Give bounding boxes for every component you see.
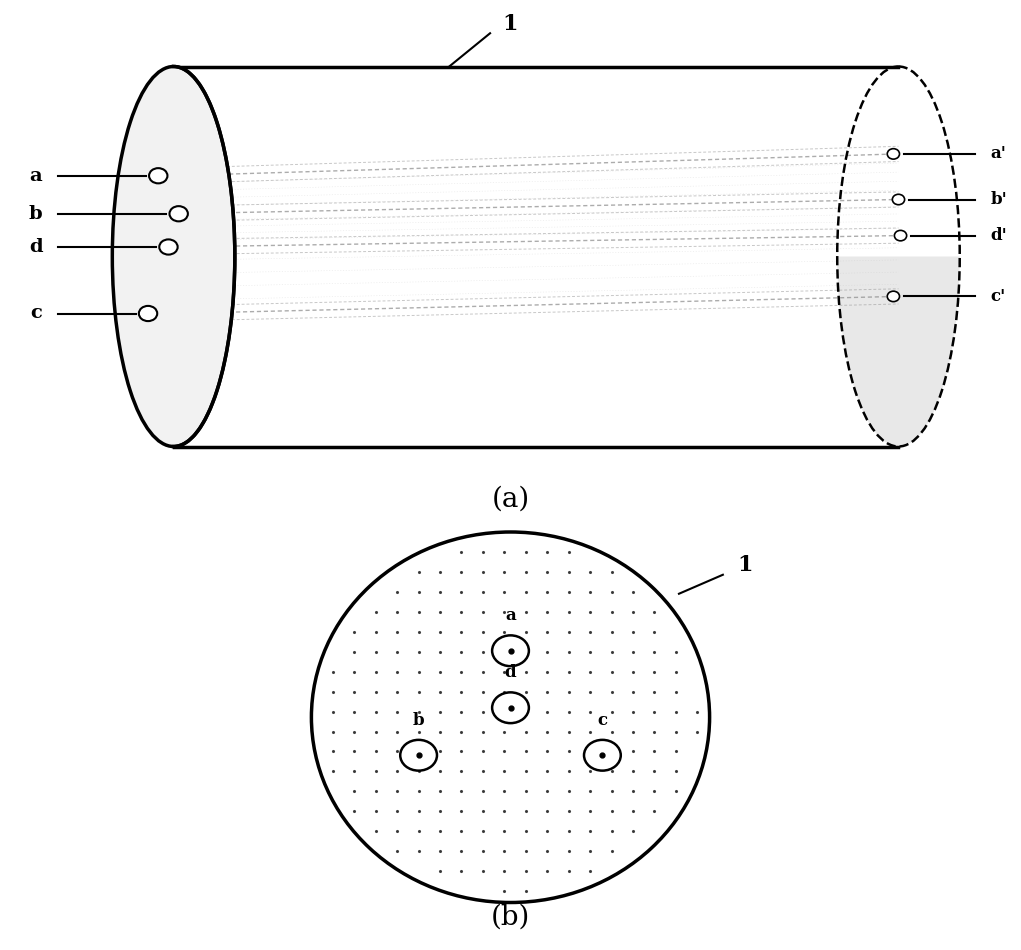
Ellipse shape bbox=[159, 239, 178, 255]
Text: a: a bbox=[505, 607, 516, 624]
Text: 1: 1 bbox=[737, 554, 753, 577]
Text: (b): (b) bbox=[491, 903, 530, 930]
Ellipse shape bbox=[887, 148, 900, 159]
Polygon shape bbox=[112, 256, 960, 446]
Text: a': a' bbox=[990, 145, 1007, 162]
Text: c: c bbox=[30, 305, 42, 322]
Ellipse shape bbox=[584, 740, 621, 770]
Text: b': b' bbox=[990, 191, 1007, 208]
Text: d: d bbox=[29, 238, 43, 256]
Text: c': c' bbox=[990, 288, 1006, 305]
Ellipse shape bbox=[149, 168, 167, 183]
Text: d: d bbox=[504, 664, 517, 681]
Text: b: b bbox=[412, 712, 425, 729]
Text: b: b bbox=[29, 205, 43, 222]
Ellipse shape bbox=[894, 231, 907, 241]
Text: 1: 1 bbox=[502, 12, 519, 35]
Ellipse shape bbox=[892, 195, 905, 205]
Text: (a): (a) bbox=[491, 485, 530, 512]
Ellipse shape bbox=[400, 740, 437, 770]
Ellipse shape bbox=[112, 66, 235, 446]
Text: a: a bbox=[30, 167, 42, 184]
Text: d': d' bbox=[990, 227, 1007, 244]
Ellipse shape bbox=[492, 636, 529, 666]
Text: c: c bbox=[597, 712, 607, 729]
Ellipse shape bbox=[139, 306, 157, 321]
Ellipse shape bbox=[887, 291, 900, 302]
Ellipse shape bbox=[169, 206, 188, 221]
Ellipse shape bbox=[492, 693, 529, 723]
